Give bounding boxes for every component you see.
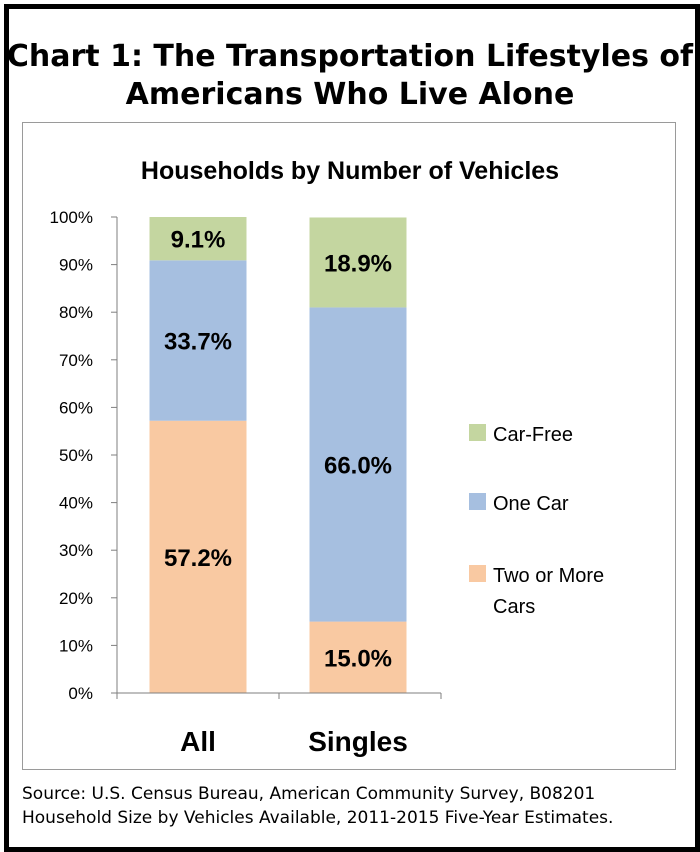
data-label: 66.0% [324,453,392,480]
y-tick-label: 20% [59,589,93,608]
bar-segment [309,217,407,308]
y-tick-label: 30% [59,541,93,560]
data-label: 15.0% [324,645,392,672]
x-category-label: Singles [308,726,408,757]
legend-label: Cars [493,596,535,618]
source-line-1: Source: U.S. Census Bureau, American Com… [22,784,596,804]
y-tick-label: 10% [59,636,93,655]
x-category-label: All [180,726,216,757]
data-label: 33.7% [164,329,232,356]
bar-segment [309,307,407,622]
bar-segment [149,260,247,421]
data-label: 9.1% [171,227,226,254]
chart-svg: Households by Number of Vehicles 0% 10% 20%… [50,157,605,757]
legend-label: Two or More [493,565,604,587]
title-line-1: Chart 1: The Transportation Lifestyles o… [6,39,694,74]
source-line-2: Household Size by Vehicles Available, 20… [22,808,614,828]
chart-area: Households by Number of Vehicles 0% 10% 20%… [22,122,676,770]
data-label: 18.9% [324,250,392,277]
y-tick-label: 100% [50,208,93,227]
y-tick-label: 40% [59,494,93,513]
data-label: 57.2% [164,545,232,572]
bar-segment [309,621,407,693]
page-title: Chart 1: The Transportation Lifestyles o… [0,38,700,114]
y-tick-label: 0% [68,684,93,703]
legend-label: One Car [493,493,569,515]
chart-title: Households by Number of Vehicles [141,157,559,185]
bar-segment [149,217,247,261]
y-tick-label: 50% [59,446,93,465]
legend-swatch [469,424,486,441]
source-note: Source: U.S. Census Bureau, American Com… [22,782,682,830]
y-tick-label: 60% [59,398,93,417]
legend-label: Car-Free [493,424,573,446]
chart-frame [4,4,700,852]
y-tick-label: 90% [59,256,93,275]
y-tick-label: 70% [59,351,93,370]
bar-segment [149,420,247,693]
y-tick-label: 80% [59,303,93,322]
legend-swatch [469,493,486,510]
title-line-2: Americans Who Live Alone [125,77,575,112]
legend-swatch [469,565,486,582]
